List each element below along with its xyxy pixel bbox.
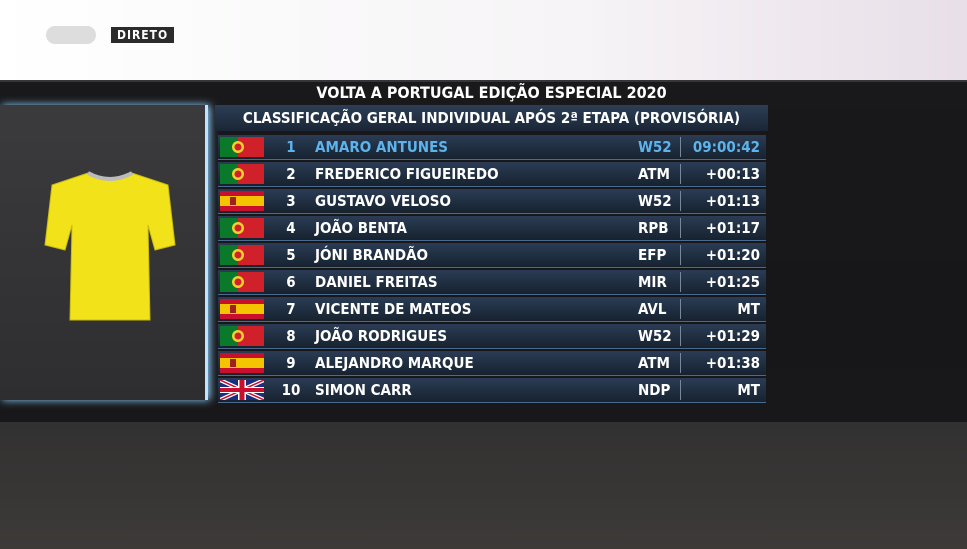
time: 09:00:42	[692, 138, 760, 156]
time: +00:13	[705, 165, 760, 183]
time: +01:17	[705, 219, 760, 237]
flag	[220, 272, 264, 292]
rider-name: ALEJANDRO MARQUE	[315, 354, 474, 372]
team: W52	[638, 192, 672, 210]
rank: 2	[286, 165, 296, 183]
team: W52	[638, 327, 672, 345]
flag	[220, 326, 264, 346]
yellow-jersey	[44, 171, 176, 321]
standing-row: 2 FREDERICO FIGUEIREDO ATM +00:13	[218, 162, 766, 187]
rider-name: SIMON CARR	[315, 381, 412, 399]
title: VOLTA A PORTUGAL EDIÇÃO ESPECIAL 2020	[316, 83, 667, 102]
standing-row: 5 JÓNI BRANDÃO EFP +01:20	[218, 243, 766, 268]
divider	[680, 272, 681, 292]
team: ATM	[638, 165, 670, 183]
live-badge: DIRETO	[111, 27, 175, 43]
team: NDP	[638, 381, 671, 399]
standing-row: 8 JOÃO RODRIGUES W52 +01:29	[218, 324, 766, 349]
standing-row: 3 GUSTAVO VELOSO W52 +01:13	[218, 189, 766, 214]
divider	[680, 380, 681, 400]
time: MT	[737, 300, 760, 318]
team: AVL	[638, 300, 667, 318]
time: +01:29	[705, 327, 760, 345]
team: MIR	[638, 273, 667, 291]
jersey-panel	[0, 105, 208, 400]
time: MT	[737, 381, 760, 399]
standing-row: 10 SIMON CARR NDP MT	[218, 378, 766, 403]
team: W52	[638, 138, 672, 156]
team: EFP	[638, 246, 667, 264]
rank: 10	[281, 381, 301, 399]
rank: 3	[286, 192, 296, 210]
rider-name: JOÃO BENTA	[315, 219, 407, 237]
divider	[680, 164, 681, 184]
flag	[220, 353, 264, 373]
flag	[220, 245, 264, 265]
flag	[220, 137, 264, 157]
standing-row: 9 ALEJANDRO MARQUE ATM +01:38	[218, 351, 766, 376]
rank: 1	[286, 138, 296, 156]
rider-name: JOÃO RODRIGUES	[315, 327, 448, 345]
flag	[220, 299, 264, 319]
divider	[680, 218, 681, 238]
standing-row: 6 DANIEL FREITAS MIR +01:25	[218, 270, 766, 295]
rank: 6	[286, 273, 296, 291]
rank: 8	[286, 327, 296, 345]
rider-name: VICENTE DE MATEOS	[315, 300, 472, 318]
divider	[680, 245, 681, 265]
rank: 5	[286, 246, 296, 264]
standing-row: 7 VICENTE DE MATEOS AVL MT	[218, 297, 766, 322]
flag	[220, 218, 264, 238]
rider-name: AMARO ANTUNES	[315, 138, 449, 156]
team: RPB	[638, 219, 669, 237]
rank: 4	[286, 219, 296, 237]
rank: 9	[286, 354, 296, 372]
flag	[220, 164, 264, 184]
time: +01:20	[705, 246, 760, 264]
flag	[220, 380, 264, 400]
rider-name: FREDERICO FIGUEIREDO	[315, 165, 499, 183]
rider-name: DANIEL FREITAS	[315, 273, 438, 291]
divider	[680, 326, 681, 346]
time: +01:38	[705, 354, 760, 372]
subtitle: CLASSIFICAÇÃO GERAL INDIVIDUAL APÓS 2ª E…	[215, 105, 768, 131]
time: +01:13	[705, 192, 760, 210]
divider	[680, 137, 681, 157]
rank: 7	[286, 300, 296, 318]
team: ATM	[638, 354, 670, 372]
divider	[680, 353, 681, 373]
rider-name: JÓNI BRANDÃO	[315, 246, 429, 264]
standing-row: 4 JOÃO BENTA RPB +01:17	[218, 216, 766, 241]
flag	[220, 191, 264, 211]
rider-name: GUSTAVO VELOSO	[315, 192, 451, 210]
logo	[46, 26, 96, 44]
time: +01:25	[705, 273, 760, 291]
divider	[680, 191, 681, 211]
divider	[680, 299, 681, 319]
standing-row: 1 AMARO ANTUNES W52 09:00:42	[218, 135, 766, 160]
